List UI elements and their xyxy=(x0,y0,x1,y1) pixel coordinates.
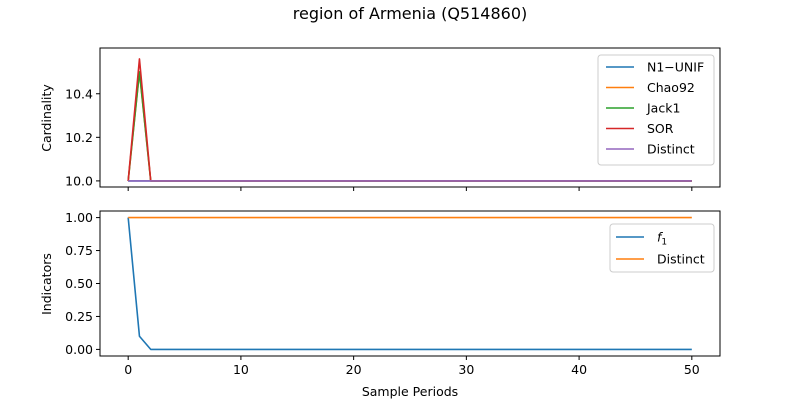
top-legend-items: N1−UNIF Chao92 Jack1 SOR Distinct xyxy=(606,60,704,157)
top-y-ticks: 10.0 10.2 10.4 xyxy=(65,86,100,188)
bottom-legend-items: f1 Distinct xyxy=(616,230,705,267)
bottom-plot-area xyxy=(127,216,692,351)
top-y-tick-label: 10.2 xyxy=(65,130,93,145)
figure-title: region of Armenia (Q514860) xyxy=(293,4,528,23)
top-legend-box xyxy=(597,54,715,166)
bottom-y-axis-label: Indicators xyxy=(39,253,54,315)
top-axes-frame xyxy=(99,47,721,188)
bottom-legend-label-0: f1 xyxy=(657,230,667,248)
bottom-x-ticks: 0 10 20 30 40 50 xyxy=(124,356,700,377)
x-tick-label: 30 xyxy=(458,362,474,377)
top-legend-label-3: SOR xyxy=(647,121,674,136)
top-plot-area xyxy=(127,58,692,182)
top-legend-label-4: Distinct xyxy=(647,142,695,157)
bottom-y-tick-label: 0.00 xyxy=(65,342,93,357)
bottom-legend-box xyxy=(609,223,715,273)
bottom-legend: f1 Distinct xyxy=(609,223,715,273)
top-y-axis-label: Cardinality xyxy=(39,84,54,152)
bottom-y-tick-label: 1.00 xyxy=(65,210,93,225)
bottom-y-ticks: 0.00 0.25 0.50 0.75 1.00 xyxy=(65,210,100,357)
x-axis-label: Sample Periods xyxy=(362,384,458,399)
top-legend-label-0: N1−UNIF xyxy=(647,60,704,75)
bottom-legend-label-1: Distinct xyxy=(657,252,705,267)
x-tick-label: 20 xyxy=(346,362,362,377)
top-y-tick-label: 10.4 xyxy=(65,86,93,101)
top-legend-label-1: Chao92 xyxy=(647,80,695,95)
bottom-y-tick-label: 0.75 xyxy=(65,243,93,258)
x-tick-label: 0 xyxy=(124,362,132,377)
top-legend: N1−UNIF Chao92 Jack1 SOR Distinct xyxy=(597,54,715,166)
top-y-tick-label: 10.0 xyxy=(65,173,93,188)
top-x-ticks xyxy=(127,187,693,191)
x-tick-label: 10 xyxy=(233,362,249,377)
bottom-y-tick-label: 0.25 xyxy=(65,309,93,324)
x-tick-label: 40 xyxy=(571,362,587,377)
bottom-y-tick-label: 0.50 xyxy=(65,276,93,291)
bottom-axes: 0 10 20 30 40 50 0.00 0.25 0.50 0.75 1.00 Indicat… xyxy=(39,210,721,399)
top-legend-label-2: Jack1 xyxy=(646,101,680,116)
x-tick-label: 50 xyxy=(684,362,700,377)
bottom-series-line-0 xyxy=(127,217,692,351)
top-axes: 10.0 10.2 10.4 Cardinality N1−UNIF Chao92 Ja… xyxy=(39,47,721,191)
